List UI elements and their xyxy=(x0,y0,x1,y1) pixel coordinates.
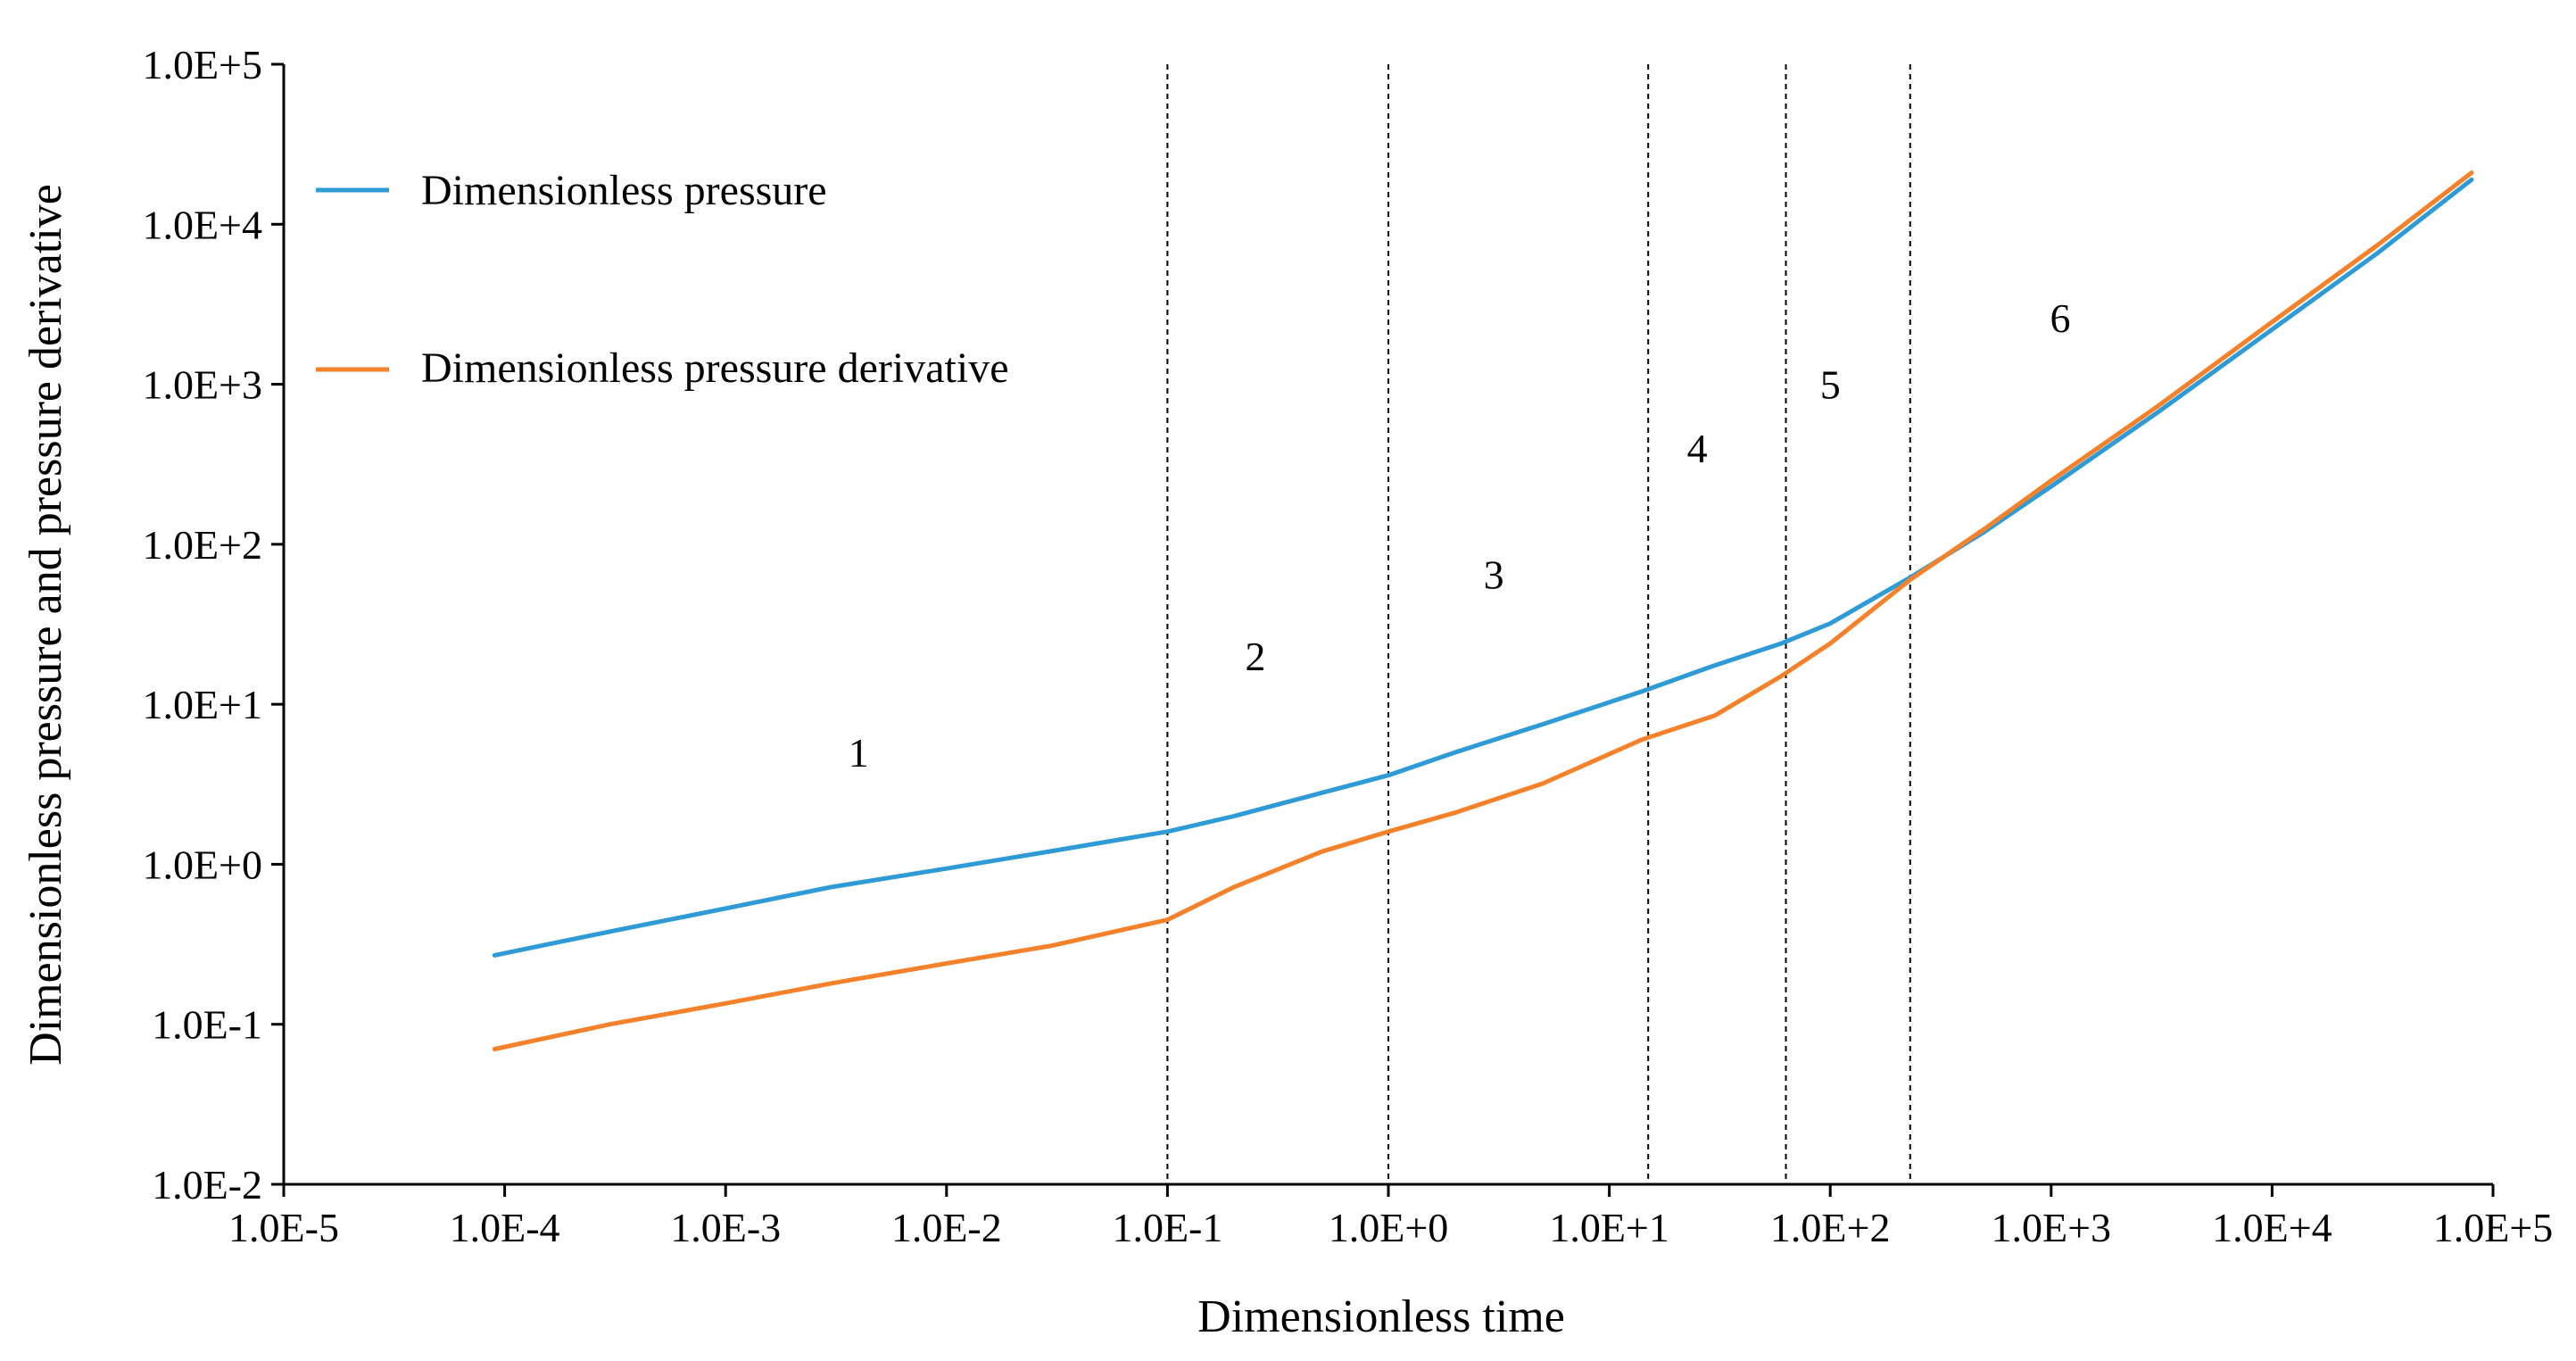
x-tick-label: 1.0E+3 xyxy=(1992,1205,2112,1250)
x-axis-title: Dimensionless time xyxy=(1197,1291,1565,1342)
region-label-6: 6 xyxy=(2050,295,2071,341)
y-tick-label: 1.0E-2 xyxy=(152,1162,262,1207)
region-label-5: 5 xyxy=(1820,362,1841,408)
region-label-2: 2 xyxy=(1245,634,1265,679)
x-tick-label: 1.0E+5 xyxy=(2433,1205,2554,1250)
y-tick-label: 1.0E+3 xyxy=(142,362,262,408)
x-tick-label: 1.0E-1 xyxy=(1112,1205,1222,1250)
x-tick-label: 1.0E-4 xyxy=(450,1205,560,1250)
region-divider-group xyxy=(1166,64,1911,1184)
series-line-pressure-derivative xyxy=(492,170,2474,1051)
y-tick-label: 1.0E+1 xyxy=(142,682,262,727)
legend-label-pressure-derivative: Dimensionless pressure derivative xyxy=(421,344,1009,392)
series-line-pressure xyxy=(492,177,2474,958)
y-tick-label: 1.0E+5 xyxy=(142,42,262,87)
x-tick-label: 1.0E-5 xyxy=(228,1205,339,1250)
x-tick-label: 1.0E+4 xyxy=(2212,1205,2332,1250)
region-label-1: 1 xyxy=(849,730,869,776)
legend: Dimensionless pressure Dimensionless pre… xyxy=(316,167,1009,392)
y-axis-title: Dimensionless pressure and pressure deri… xyxy=(21,184,71,1066)
x-tick-label: 1.0E+2 xyxy=(1770,1205,1891,1250)
series-group xyxy=(492,170,2474,1051)
x-tick-label: 1.0E-2 xyxy=(891,1205,1002,1250)
y-tick-label: 1.0E-1 xyxy=(152,1002,262,1048)
region-label-group: 1 2 3 4 5 6 xyxy=(849,295,2071,776)
y-tick-label: 1.0E+2 xyxy=(142,522,262,568)
x-tick-label: 1.0E+0 xyxy=(1329,1205,1449,1250)
region-label-4: 4 xyxy=(1687,426,1708,471)
legend-label-pressure: Dimensionless pressure xyxy=(421,167,827,214)
y-tick-label: 1.0E+0 xyxy=(142,842,262,887)
x-tick-label: 1.0E+1 xyxy=(1549,1205,1669,1250)
region-label-3: 3 xyxy=(1484,552,1504,597)
y-tick-label: 1.0E+4 xyxy=(142,202,262,247)
tick-group: 1.0E-5 1.0E-4 1.0E-3 1.0E-2 1.0E-1 1.0E+0 1.0E… xyxy=(142,42,2553,1250)
x-tick-label: 1.0E-3 xyxy=(670,1205,781,1250)
